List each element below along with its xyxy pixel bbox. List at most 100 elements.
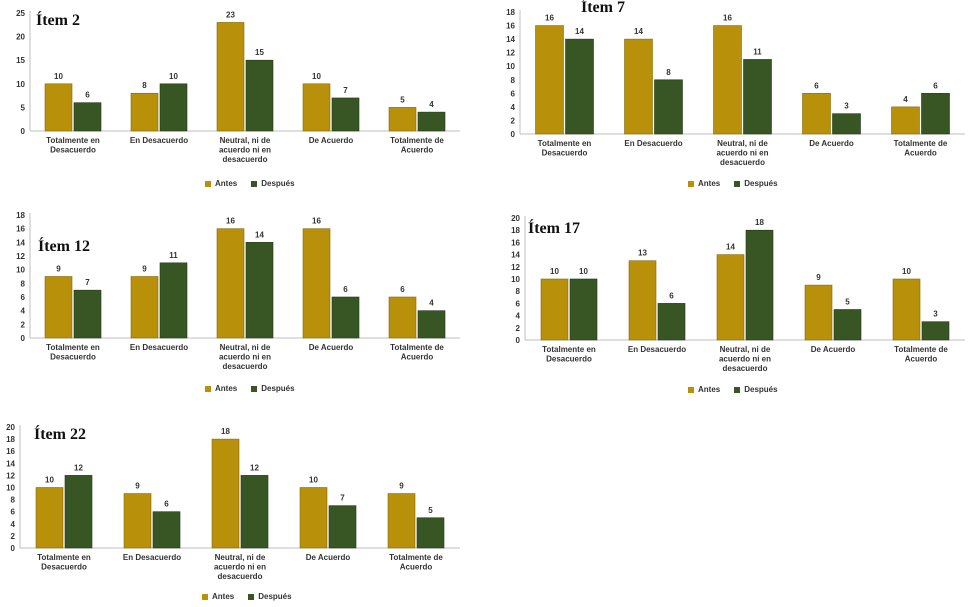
data-label-antes: 9	[399, 482, 404, 491]
legend-item-antes: Antes	[205, 179, 237, 188]
x-category-label-line: Desacuerdo	[546, 355, 592, 364]
x-category-label: Neutral, ni de acuerdo ni en desacuerdo	[219, 343, 271, 371]
x-category-label: Totalmente de Acuerdo	[894, 139, 948, 158]
chart-title: Ítem 2	[36, 12, 80, 29]
x-category-label-line: Totalmente en	[46, 343, 100, 352]
y-tick-label: 6	[516, 299, 521, 308]
chart-item-22: 0 2 4 6 8 10 12 14 16 18 20 10 12 Totalmente en Desacu…	[0, 415, 470, 607]
bar-despues	[657, 303, 686, 341]
bar-despues	[331, 296, 360, 339]
data-label-despues: 7	[85, 278, 90, 287]
x-category-label: De Acuerdo	[811, 345, 856, 354]
legend-label-despues: Después	[744, 179, 778, 188]
chart-item-7: 0 2 4 6 8 10 12 14 16 18 16 14 Totalmente en Desacuer…	[485, 0, 965, 195]
bar-despues	[565, 38, 594, 135]
legend-label-antes: Antes	[698, 179, 721, 188]
data-label-despues: 6	[669, 291, 674, 300]
data-label-despues: 14	[255, 230, 264, 239]
y-tick-label: 12	[6, 471, 15, 480]
x-category-label-line: Totalmente de	[390, 136, 444, 145]
x-category-label-line: De Acuerdo	[309, 136, 354, 145]
y-tick-label: 12	[506, 49, 515, 58]
legend-swatch-despues	[734, 180, 741, 187]
data-label-antes: 9	[816, 273, 821, 282]
chart-svg: 0 2 4 6 8 10 12 14 16 18 9 7 Totalmente en Desacuerdo…	[16, 211, 460, 371]
y-tick-label: 18	[6, 435, 15, 444]
y-tick-label: 14	[511, 251, 520, 260]
legend-item-despues: Después	[734, 179, 778, 188]
x-category-label-line: desacuerdo	[720, 158, 765, 167]
y-tick-label: 6	[511, 89, 516, 98]
x-category-label-line: desacuerdo	[218, 572, 263, 581]
data-label-antes: 10	[54, 72, 63, 81]
x-category-label-line: Totalmente de	[894, 139, 948, 148]
bar-despues	[64, 475, 93, 549]
bar-despues	[245, 59, 274, 132]
data-label-despues: 6	[933, 81, 938, 90]
bar-despues	[73, 102, 102, 132]
y-tick-label: 16	[16, 225, 25, 234]
chart-legend: Antes Después	[202, 592, 292, 601]
x-category-label: De Acuerdo	[809, 139, 854, 148]
x-category-label-line: Desacuerdo	[50, 353, 96, 362]
bar-antes	[216, 228, 245, 339]
x-category-label-line: Totalmente de	[894, 345, 948, 354]
legend-label-despues: Después	[261, 384, 295, 393]
y-tick-label: 10	[511, 275, 520, 284]
data-label-despues: 10	[579, 267, 588, 276]
x-category-label-line: Acuerdo	[904, 149, 937, 158]
x-category-label: Neutral, ni de acuerdo ni en desacuerdo	[219, 136, 271, 164]
x-category-label-line: acuerdo ni en	[716, 149, 768, 158]
bar-antes	[891, 106, 920, 135]
data-label-antes: 8	[142, 81, 147, 90]
bar-antes	[123, 493, 152, 549]
chart-svg: 0 2 4 6 8 10 12 14 16 18 20 10 12 Totalmente en Desacu…	[6, 423, 460, 581]
y-tick-label: 12	[16, 252, 25, 261]
y-tick-label: 4	[516, 312, 521, 321]
legend-label-despues: Después	[744, 385, 778, 394]
data-label-antes: 4	[903, 95, 908, 104]
y-tick-label: 8	[516, 287, 521, 296]
data-label-antes: 9	[135, 482, 140, 491]
x-category-label: Totalmente en Desacuerdo	[542, 345, 596, 364]
chart-item-2: 0 5 10 15 20 25 10 6 Totalmente en Desacuerdo 8 10 E…	[0, 0, 470, 195]
data-label-antes: 10	[312, 72, 321, 81]
legend-item-despues: Después	[251, 384, 295, 393]
bar-antes	[802, 93, 831, 135]
y-tick-label: 12	[511, 263, 520, 272]
bar-despues	[331, 97, 360, 132]
bar-antes	[388, 296, 417, 339]
x-category-label-line: Acuerdo	[401, 146, 434, 155]
chart-svg: 0 2 4 6 8 10 12 14 16 18 20 10 10 Totalmente en Desacu…	[511, 214, 965, 373]
legend-item-despues: Después	[734, 385, 778, 394]
legend-label-antes: Antes	[215, 384, 238, 393]
y-tick-label: 10	[16, 266, 25, 275]
x-category-label: En Desacuerdo	[123, 553, 181, 562]
bar-despues	[654, 79, 683, 135]
bar-despues	[743, 59, 772, 135]
data-label-antes: 16	[545, 14, 554, 23]
x-category-label-line: Neutral, ni de	[220, 343, 271, 352]
data-label-antes: 13	[638, 249, 647, 258]
legend-swatch-antes	[688, 180, 694, 187]
legend-label-antes: Antes	[215, 179, 238, 188]
data-label-despues: 5	[428, 506, 433, 515]
bar-antes	[892, 278, 921, 341]
bar-antes	[540, 278, 569, 341]
y-tick-label: 0	[21, 127, 26, 136]
data-label-despues: 6	[85, 91, 90, 100]
bar-antes	[624, 38, 653, 135]
x-category-label-line: Acuerdo	[905, 355, 938, 364]
data-label-despues: 3	[933, 310, 938, 319]
legend-swatch-antes	[205, 180, 211, 187]
data-label-antes: 9	[142, 265, 147, 274]
bar-antes	[299, 487, 328, 549]
x-category-label: De Acuerdo	[306, 553, 351, 562]
legend-item-despues: Después	[251, 179, 295, 188]
x-category-label: Totalmente en Desacuerdo	[46, 136, 100, 155]
y-tick-label: 4	[511, 103, 516, 112]
data-label-despues: 7	[340, 494, 345, 503]
y-tick-label: 8	[11, 496, 16, 505]
x-category-label: Totalmente de Acuerdo	[894, 345, 948, 364]
x-category-label: Totalmente de Acuerdo	[389, 553, 443, 572]
